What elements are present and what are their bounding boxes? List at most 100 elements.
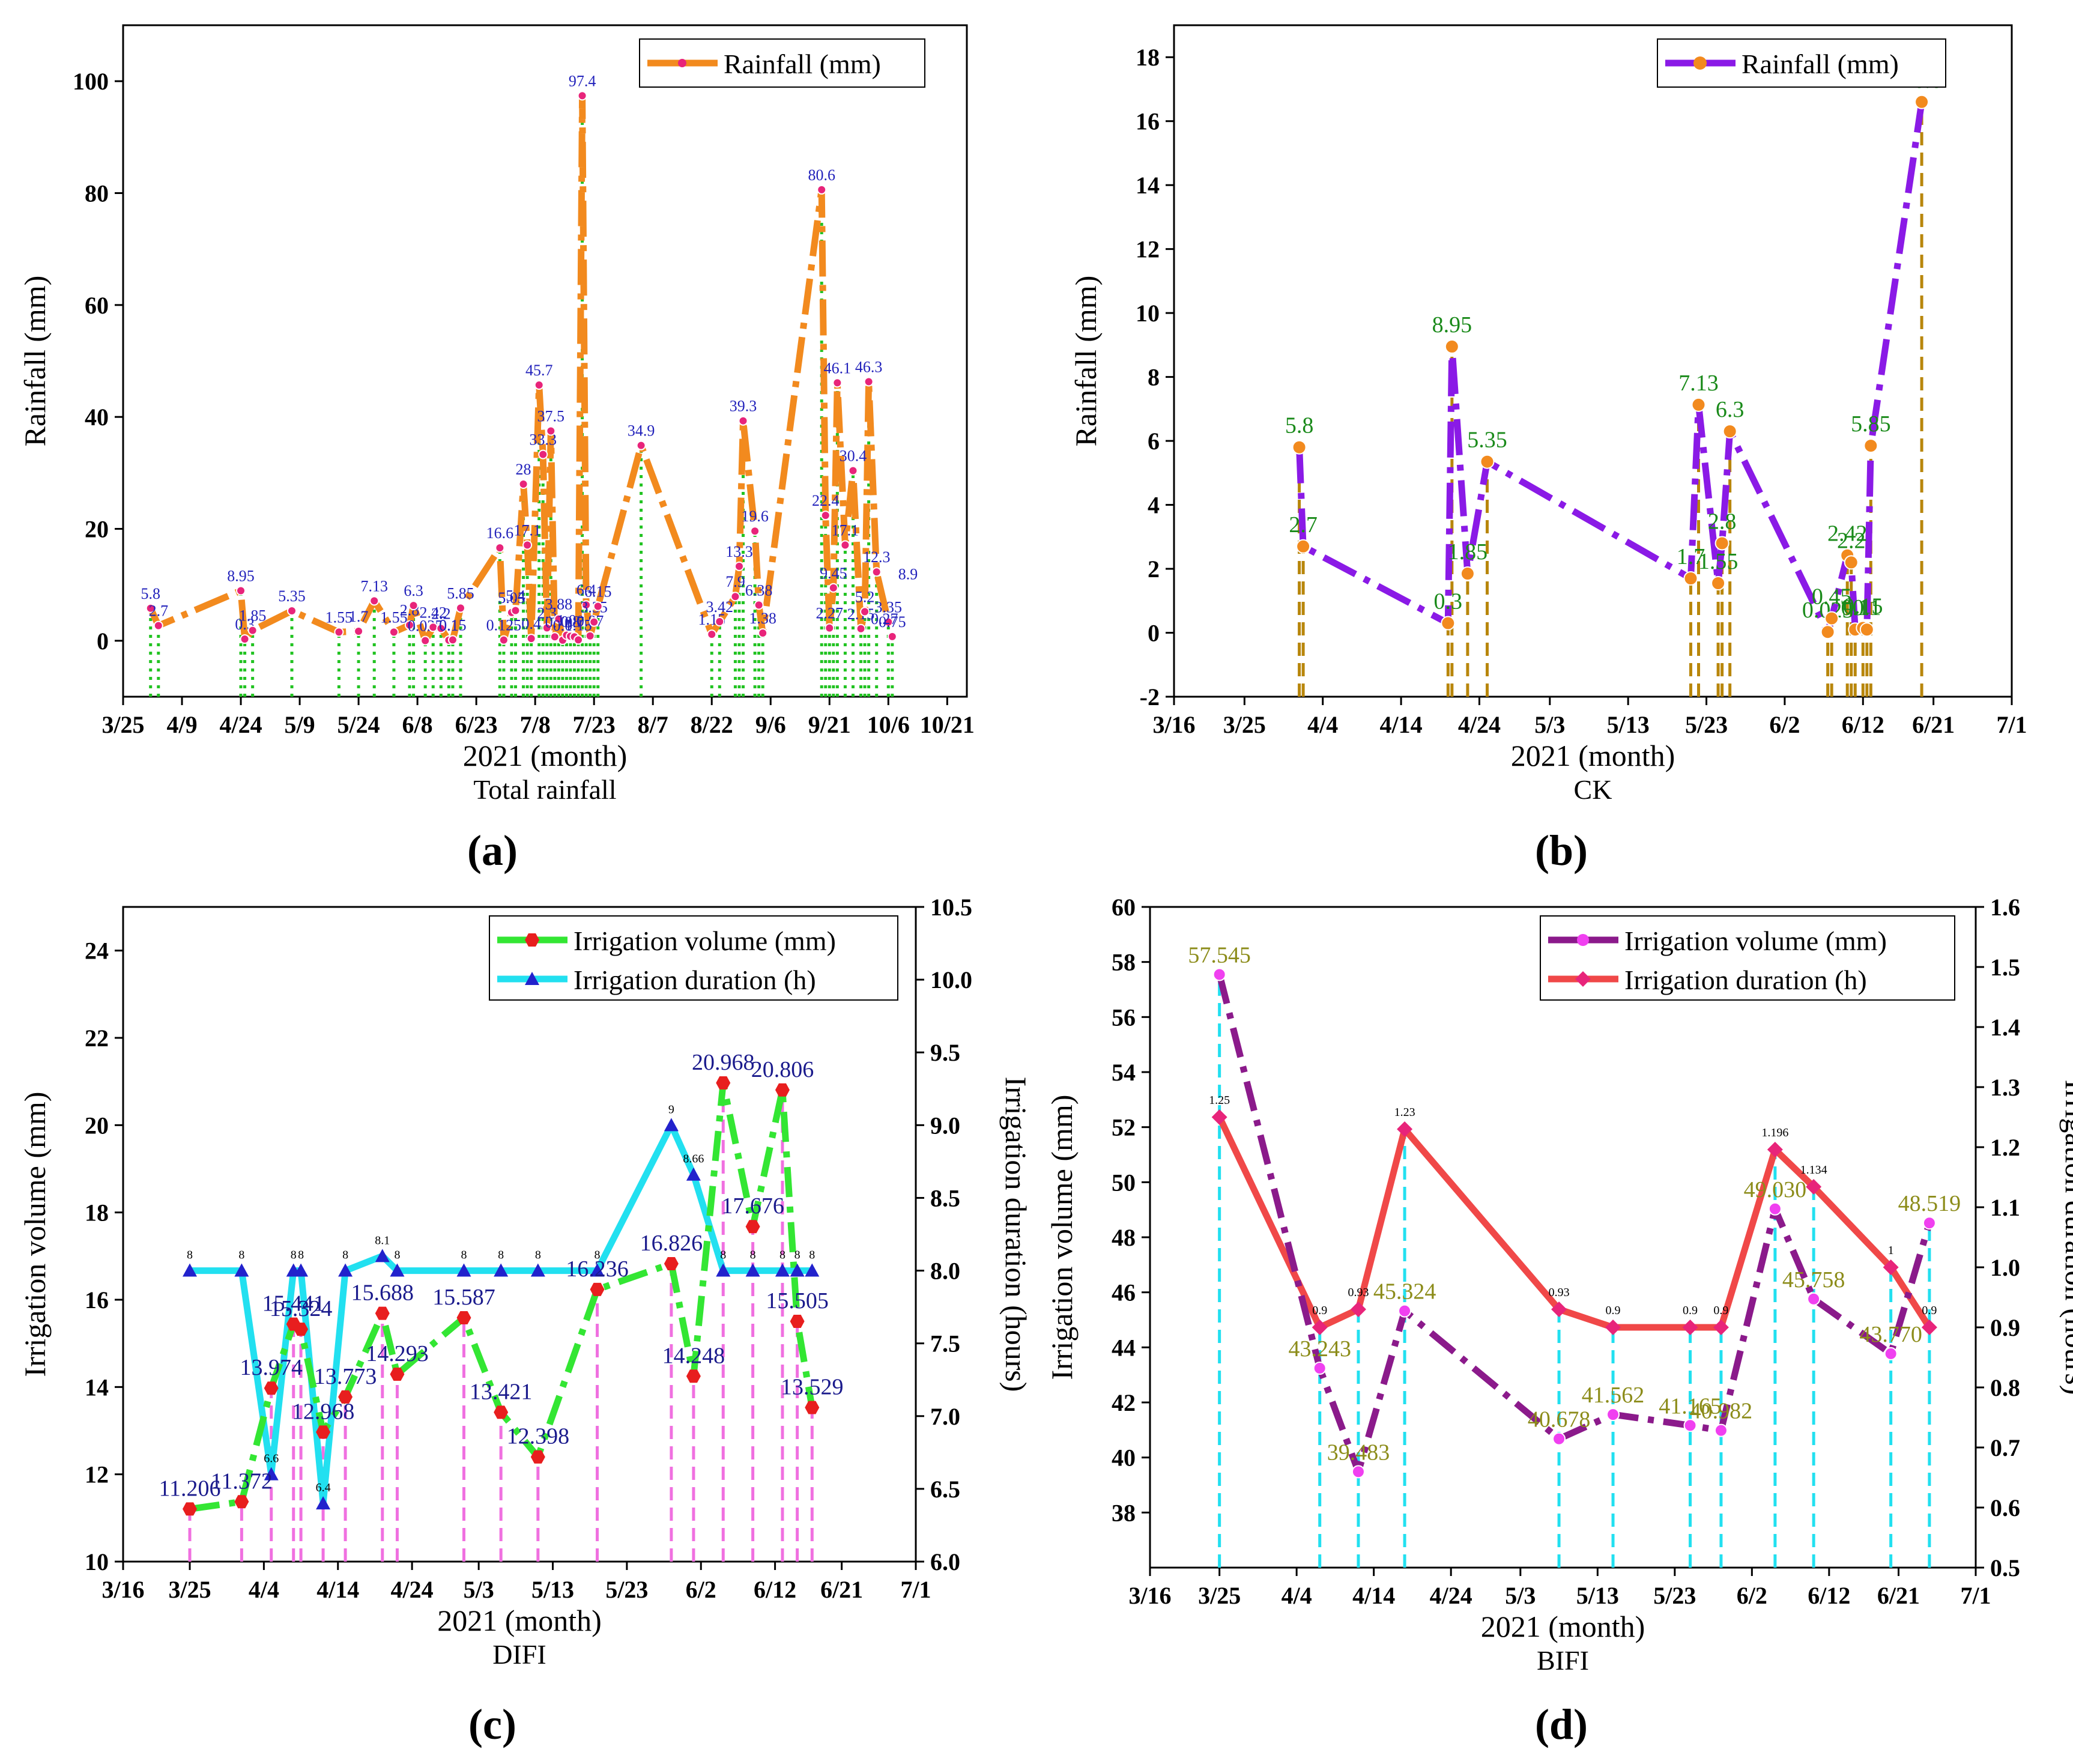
duration-label: 1.23 (1394, 1106, 1415, 1119)
y-tick-label: 44 (1112, 1334, 1136, 1361)
y-axis-title: Irrigation volume (mm) (1045, 1095, 1079, 1380)
y2-tick-label: 8.0 (930, 1258, 960, 1285)
x-tick-label: 10/6 (867, 711, 910, 738)
y2-tick-label: 1.4 (1990, 1014, 2020, 1041)
volume-label: 43.243 (1288, 1336, 1351, 1362)
duration-point (716, 1263, 731, 1277)
legend-label: Rainfall (mm) (724, 49, 881, 79)
data-point (883, 617, 894, 627)
y2-tick-label: 9.0 (930, 1112, 960, 1139)
data-point (510, 605, 521, 616)
panel-title: DIFI (492, 1639, 546, 1670)
data-point (554, 614, 564, 624)
data-label: 16.6 (486, 524, 514, 542)
data-label: 1.7 (349, 608, 369, 625)
x-axis-title: 2021 (month) (437, 1604, 602, 1637)
y2-tick-label: 6.5 (930, 1476, 960, 1503)
data-label: 0.75 (879, 613, 906, 631)
x-tick-label: 7/23 (573, 711, 616, 738)
duration-series-line (1216, 1115, 1932, 1331)
x-tick-label: 3/25 (1198, 1582, 1241, 1609)
y-tick-label: 42 (1112, 1389, 1136, 1416)
panel-b-ck: 3/16 3/25 4/4 4/14 4/24 5/3 5/13 5/23 6/2 6/12 6/2… (1069, 24, 2027, 805)
duration-point (1883, 1259, 1899, 1275)
duration-point (745, 1263, 760, 1277)
y-tick-label: 10 (1136, 300, 1160, 327)
data-label: 0.7 (564, 613, 584, 631)
data-label: 13.3 (725, 543, 753, 560)
data-label: 2.3 (537, 604, 557, 622)
data-label: 17.1 (832, 522, 859, 539)
duration-label: 8 (291, 1249, 297, 1262)
volume-label: 15.505 (766, 1288, 829, 1314)
x-tick-label: 4/14 (316, 1576, 359, 1603)
x-tick-label: 6/12 (754, 1576, 796, 1603)
x-tick-label: 7/1 (1960, 1582, 1991, 1609)
data-point (236, 586, 246, 596)
data-label: 28 (516, 461, 531, 478)
rainfall-series-line (1296, 101, 1925, 635)
y2-tick-label: 10.0 (930, 966, 972, 993)
data-label: 0.15 (439, 616, 467, 634)
y-tick-label: 58 (1112, 949, 1136, 976)
data-point (145, 603, 156, 613)
panel-d-bifi: 3/16 3/25 4/4 4/14 4/24 5/3 5/13 5/23 6/2 6/12 6/2… (1045, 894, 2073, 1676)
y-tick-label: 80 (85, 180, 109, 207)
data-label: 6.3 (404, 582, 423, 599)
duration-label: 1.196 (1761, 1126, 1788, 1139)
volume-label: 45.324 (1373, 1279, 1436, 1305)
data-point (825, 623, 835, 633)
legend-label: Irrigation duration (h) (573, 965, 816, 995)
x-tick-label: 4/24 (1430, 1582, 1472, 1609)
data-point (247, 625, 258, 635)
data-point (871, 567, 882, 577)
data-label: 34.9 (628, 422, 655, 440)
x-tick-label: 5/23 (1685, 711, 1728, 738)
x-tick-label: 6/8 (402, 711, 433, 738)
y-tick-label: 24 (85, 938, 109, 965)
y2-tick-label: 6.0 (930, 1548, 960, 1575)
data-point (287, 605, 297, 616)
volume-point (686, 1369, 701, 1383)
data-label: 7.13 (360, 577, 388, 595)
y-tick-label: 56 (1112, 1004, 1136, 1031)
x-tick-label: 4/4 (1307, 711, 1338, 738)
volume-point (1552, 1432, 1566, 1446)
data-label: 0.1 (1853, 595, 1881, 620)
data-label: 1.55 (380, 608, 408, 626)
volume-label: 40.678 (1528, 1407, 1591, 1432)
panel-c-label: (c) (468, 1700, 516, 1748)
volume-label: 41.562 (1582, 1383, 1645, 1408)
data-label: 1.55 (325, 608, 353, 626)
data-label: 12.3 (863, 548, 891, 566)
data-label: 5.85 (1851, 411, 1891, 437)
volume-label: 13.773 (314, 1364, 377, 1389)
duration-point (294, 1263, 309, 1277)
data-label: 2.42 (1827, 521, 1868, 547)
data-point (1714, 536, 1730, 551)
data-point (369, 596, 380, 606)
y2-tick-label: 0.8 (1990, 1374, 2020, 1401)
data-label: 1.85 (239, 607, 267, 625)
duration-point (530, 1263, 545, 1277)
duration-point (664, 1118, 679, 1132)
data-label: 5.4 (506, 587, 525, 605)
panel-c-difi: 3/16 3/25 4/4 4/14 4/24 5/3 5/13 5/23 6/2 6/12 6/2… (18, 894, 1033, 1670)
data-point (840, 540, 850, 550)
x-tick-label: 4/4 (1282, 1582, 1312, 1609)
duration-label: 1 (1888, 1244, 1894, 1257)
x-tick-label: 4/24 (219, 711, 262, 738)
data-label: 5.35 (278, 587, 306, 605)
legend-swatch-marker (1577, 934, 1589, 946)
y2-tick-label: 1.5 (1990, 954, 2020, 981)
y2-tick-label: 1.1 (1990, 1194, 2020, 1221)
y2-axis-title: Irrigation duration (hours) (999, 1077, 1033, 1392)
data-label: 2.7 (149, 602, 169, 620)
volume-label: 40.982 (1690, 1399, 1753, 1424)
volume-label: 14.293 (366, 1341, 429, 1366)
data-point (389, 627, 399, 637)
x-axis-title: 2021 (month) (463, 739, 628, 772)
data-point (1480, 454, 1495, 469)
data-label: 0.3 (1434, 589, 1463, 614)
